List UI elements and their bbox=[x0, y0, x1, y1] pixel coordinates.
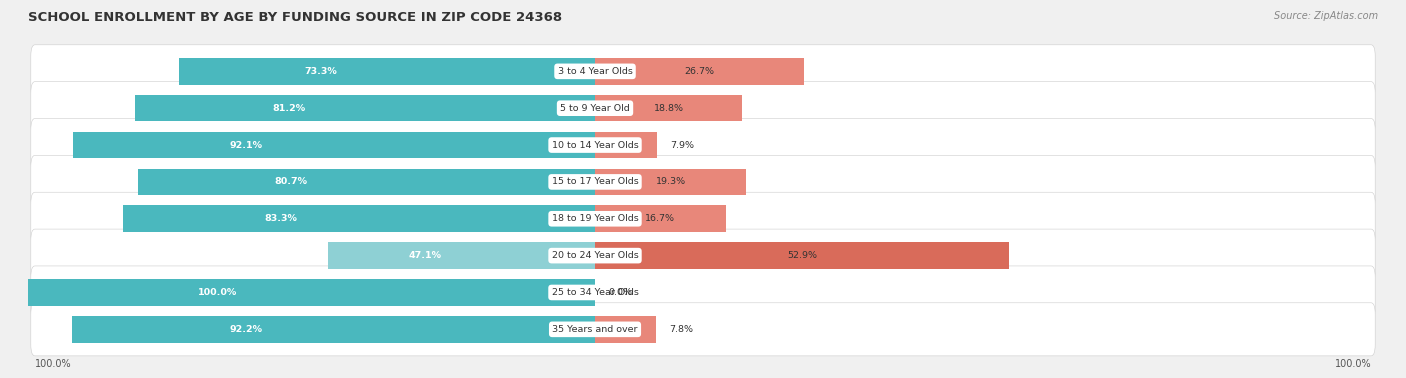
Bar bbox=[72, 316, 595, 342]
FancyBboxPatch shape bbox=[31, 119, 1375, 172]
Text: 100.0%: 100.0% bbox=[198, 288, 238, 297]
Text: 15 to 17 Year Olds: 15 to 17 Year Olds bbox=[551, 177, 638, 186]
FancyBboxPatch shape bbox=[31, 303, 1375, 356]
Bar bbox=[595, 206, 725, 232]
FancyBboxPatch shape bbox=[31, 266, 1375, 319]
Text: 18.8%: 18.8% bbox=[654, 104, 683, 113]
Bar bbox=[328, 242, 595, 269]
Bar bbox=[595, 316, 657, 342]
Bar bbox=[595, 132, 657, 158]
Bar bbox=[122, 206, 595, 232]
Bar bbox=[595, 242, 1010, 269]
Text: 5 to 9 Year Old: 5 to 9 Year Old bbox=[560, 104, 630, 113]
Text: 10 to 14 Year Olds: 10 to 14 Year Olds bbox=[551, 141, 638, 150]
Text: SCHOOL ENROLLMENT BY AGE BY FUNDING SOURCE IN ZIP CODE 24368: SCHOOL ENROLLMENT BY AGE BY FUNDING SOUR… bbox=[28, 11, 562, 24]
FancyBboxPatch shape bbox=[31, 155, 1375, 208]
Text: 16.7%: 16.7% bbox=[645, 214, 675, 223]
FancyBboxPatch shape bbox=[31, 45, 1375, 98]
Bar bbox=[180, 58, 595, 85]
Text: 3 to 4 Year Olds: 3 to 4 Year Olds bbox=[558, 67, 633, 76]
Text: 7.9%: 7.9% bbox=[671, 141, 695, 150]
FancyBboxPatch shape bbox=[31, 82, 1375, 135]
Text: 7.8%: 7.8% bbox=[669, 325, 693, 334]
Text: 35 Years and over: 35 Years and over bbox=[553, 325, 638, 334]
Text: 80.7%: 80.7% bbox=[274, 177, 308, 186]
Text: 73.3%: 73.3% bbox=[304, 67, 337, 76]
Text: 81.2%: 81.2% bbox=[273, 104, 307, 113]
Text: 92.2%: 92.2% bbox=[229, 325, 262, 334]
Text: 19.3%: 19.3% bbox=[655, 177, 686, 186]
FancyBboxPatch shape bbox=[31, 229, 1375, 282]
Text: 100.0%: 100.0% bbox=[35, 359, 72, 369]
FancyBboxPatch shape bbox=[31, 192, 1375, 245]
Text: 92.1%: 92.1% bbox=[229, 141, 263, 150]
Text: 20 to 24 Year Olds: 20 to 24 Year Olds bbox=[551, 251, 638, 260]
Text: 83.3%: 83.3% bbox=[264, 214, 297, 223]
Text: 0.0%: 0.0% bbox=[609, 288, 633, 297]
Bar bbox=[73, 132, 595, 158]
Bar bbox=[138, 169, 595, 195]
Text: 52.9%: 52.9% bbox=[787, 251, 817, 260]
Bar bbox=[595, 169, 747, 195]
Text: Source: ZipAtlas.com: Source: ZipAtlas.com bbox=[1274, 11, 1378, 21]
Bar bbox=[595, 58, 804, 85]
Text: 25 to 34 Year Olds: 25 to 34 Year Olds bbox=[551, 288, 638, 297]
Text: 18 to 19 Year Olds: 18 to 19 Year Olds bbox=[551, 214, 638, 223]
Text: 47.1%: 47.1% bbox=[408, 251, 441, 260]
Text: 26.7%: 26.7% bbox=[685, 67, 714, 76]
Bar bbox=[28, 279, 595, 306]
Bar bbox=[595, 95, 742, 121]
Text: 100.0%: 100.0% bbox=[1334, 359, 1371, 369]
Bar bbox=[135, 95, 595, 121]
